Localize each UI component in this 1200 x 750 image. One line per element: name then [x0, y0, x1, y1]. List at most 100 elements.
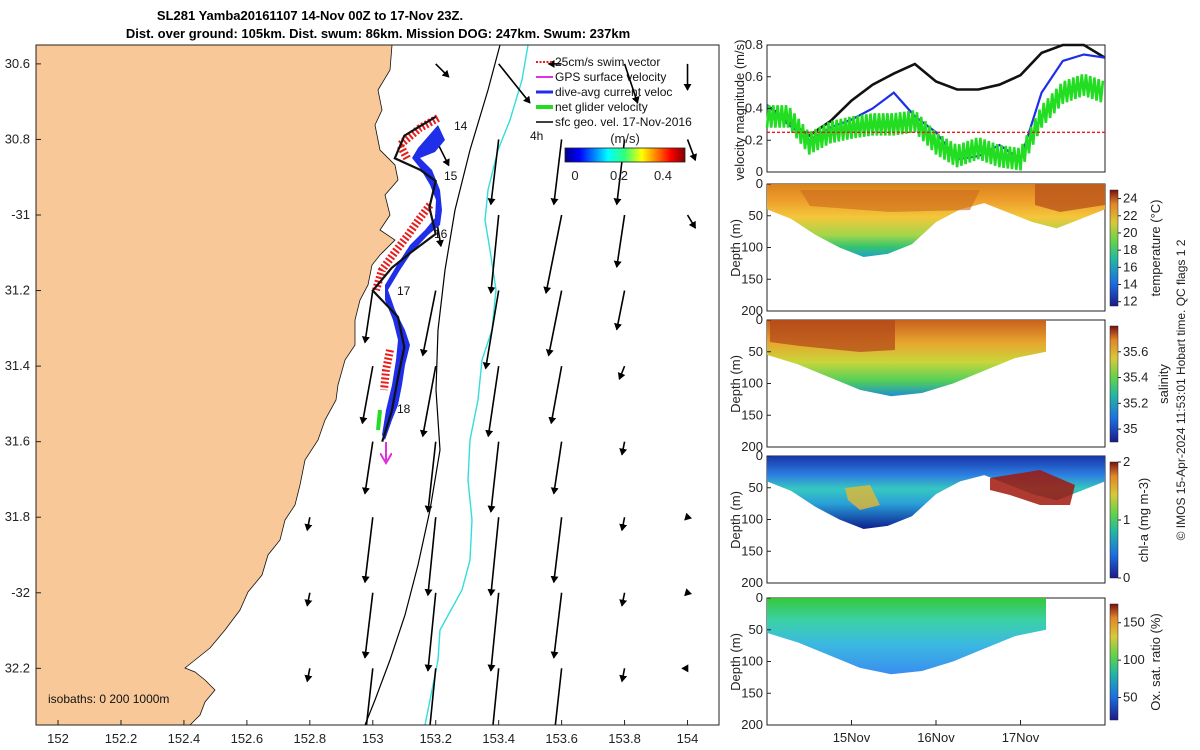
map-frame: [35, 44, 720, 726]
geo-vector: [485, 365, 500, 438]
geo-vector: [487, 592, 500, 672]
map-x-tick-label: 153.8: [608, 731, 641, 746]
legend-swim: 25cm/s swim vector: [555, 55, 660, 69]
velocity-y-tick-label: 0.6: [745, 69, 763, 84]
colorbar-tick-2: 0.4: [654, 168, 672, 183]
colorbar-tick-label: 24: [1123, 191, 1137, 206]
geo-vector: [614, 290, 626, 331]
chlorophyll-bloom: [990, 470, 1075, 505]
map-x-tick-label: 152.8: [294, 731, 327, 746]
map-x-tick-label: 153.4: [482, 731, 515, 746]
velocity-y-tick-label: 0.2: [745, 132, 763, 147]
geo-vector: [359, 365, 374, 425]
temperature-panel: 0 50 100 150 200 Depth (m) 12 14 16 18 20 22 24 te…: [728, 176, 1163, 318]
map-y-tick-label: 30.6: [5, 56, 30, 71]
geo-vector: [487, 214, 500, 294]
chart-title-line2: Dist. over ground: 105km. Dist. swum: 86…: [126, 26, 630, 41]
chlorophyll-y-ticks: 0 50 100 150 200: [741, 448, 771, 590]
colorbar-tick-label: 16: [1123, 259, 1137, 274]
depth-y-tick-label: 50: [749, 208, 763, 223]
map-y-tick-label: 31.8: [5, 509, 30, 524]
oxygen-colorbar-ticks: 50 100 150: [1118, 615, 1145, 705]
geo-vector: [419, 290, 437, 357]
depth-y-tick-label: 100: [741, 654, 763, 669]
depth-y-tick-label: 200: [741, 717, 763, 732]
depth-y-tick-label: 100: [741, 512, 763, 527]
net-glider-velocity-tail: [376, 409, 382, 431]
depth-y-tick-label: 0: [756, 590, 763, 605]
time-x-tick-label: 17Nov: [1002, 730, 1040, 745]
colorbar-tick-label: 50: [1123, 690, 1137, 705]
geo-vector: [550, 592, 563, 659]
legend-gps: GPS surface velocity: [555, 70, 666, 84]
geo-vector: [623, 63, 640, 104]
net-glider-velocity-line: [765, 74, 1105, 171]
temperature-warm-patch: [1035, 184, 1105, 212]
chlorophyll-cbar-label: chl-a (mg m-3): [1136, 478, 1151, 563]
time-x-tick-label: 15Nov: [833, 730, 871, 745]
geo-vector: [482, 290, 500, 370]
geo-vector: [429, 668, 437, 725]
temperature-colorbar-ticks: 12 14 16 18 20 22 24: [1118, 191, 1137, 309]
land-mass: [36, 45, 399, 725]
salinity-ylabel: Depth (m): [728, 355, 743, 413]
depth-y-tick-label: 200: [741, 439, 763, 454]
time-x-tick-label: 16Nov: [917, 730, 955, 745]
geo-vector: [304, 592, 313, 607]
chlorophyll-panel: 0 50 100 150 200 Depth (m) 0 1 2 chl-a (mg m-3…: [728, 448, 1151, 590]
depth-y-tick-label: 0: [756, 448, 763, 463]
colorbar-title: (m/s): [610, 131, 640, 146]
geo-vector: [684, 588, 692, 597]
chlorophyll-ylabel: Depth (m): [728, 491, 743, 549]
geo-vector: [686, 139, 697, 162]
colorbar-tick-label: 150: [1123, 615, 1145, 630]
geo-vector: [304, 668, 313, 683]
oxygen-cbar-label: Ox. sat. ratio (%): [1148, 613, 1163, 711]
depth-y-tick-label: 200: [741, 303, 763, 318]
salinity-high-patch: [770, 320, 895, 352]
map-y-ticks: 30.6 30.8 -31 31.2 31.4 31.6 31.8 -32 32.2: [5, 56, 41, 675]
depth-y-tick-label: 150: [741, 407, 763, 422]
geo-vector: [365, 668, 374, 725]
geo-vector: [550, 139, 563, 206]
map-x-tick-label: 153.6: [545, 731, 578, 746]
depth-y-tick-label: 200: [741, 575, 763, 590]
colorbar-tick-1: 0.2: [610, 168, 628, 183]
map-y-tick-label: 30.8: [5, 131, 30, 146]
legend-geo: sfc geo. vel. 17-Nov-2016: [555, 115, 692, 129]
oxygen-panel: 0 50 100 150 200 Depth (m) 50 100 150 Ox. sat.…: [728, 590, 1163, 745]
day-label-17: 17: [397, 284, 411, 298]
colorbar-tick-label: 100: [1123, 652, 1145, 667]
glider-track: [371, 115, 437, 443]
map-y-tick-label: 32.2: [5, 660, 30, 675]
geo-vector: [498, 63, 531, 104]
velocity-y-tick-label: 0.4: [745, 101, 763, 116]
depth-y-tick-label: 150: [741, 271, 763, 286]
salinity-y-ticks: 0 50 100 150 200: [741, 312, 771, 454]
velocity-y-ticks: 0 0.2 0.4 0.6 0.8: [745, 37, 771, 179]
geo-vector: [492, 668, 500, 725]
salinity-colorbar: [1109, 325, 1119, 443]
geo-vector: [548, 365, 563, 425]
credit-text: © IMOS 15-Apr-2024 11:53:01 Hobart time.…: [1174, 239, 1188, 540]
geo-vector: [617, 365, 626, 381]
geo-vector: [619, 517, 628, 532]
temperature-colorbar: [1109, 189, 1119, 307]
geo-vector: [361, 517, 374, 584]
day-label-18: 18: [397, 402, 411, 416]
velocity-y-tick-label: 0.8: [745, 37, 763, 52]
glider-track-group: [371, 114, 445, 462]
map-y-tick-label: 31.6: [5, 434, 30, 449]
legend-current: dive-avg current veloc: [555, 85, 672, 99]
velocity-panel: 0 0.2 0.4 0.6 0.8 velocity magnitude (m/s): [732, 37, 1106, 180]
colorbar-tick-label: 0: [1123, 570, 1130, 585]
temperature-y-ticks: 0 50 100 150 200: [741, 176, 771, 318]
map-x-tick-label: 153: [362, 731, 384, 746]
map-x-tick-label: 152.4: [168, 731, 201, 746]
geo-vector: [619, 441, 628, 456]
map-y-tick-label: 31.2: [5, 283, 30, 298]
geo-vector: [361, 592, 374, 659]
map-x-tick-label: 152.6: [231, 731, 264, 746]
geo-vector: [424, 592, 437, 672]
